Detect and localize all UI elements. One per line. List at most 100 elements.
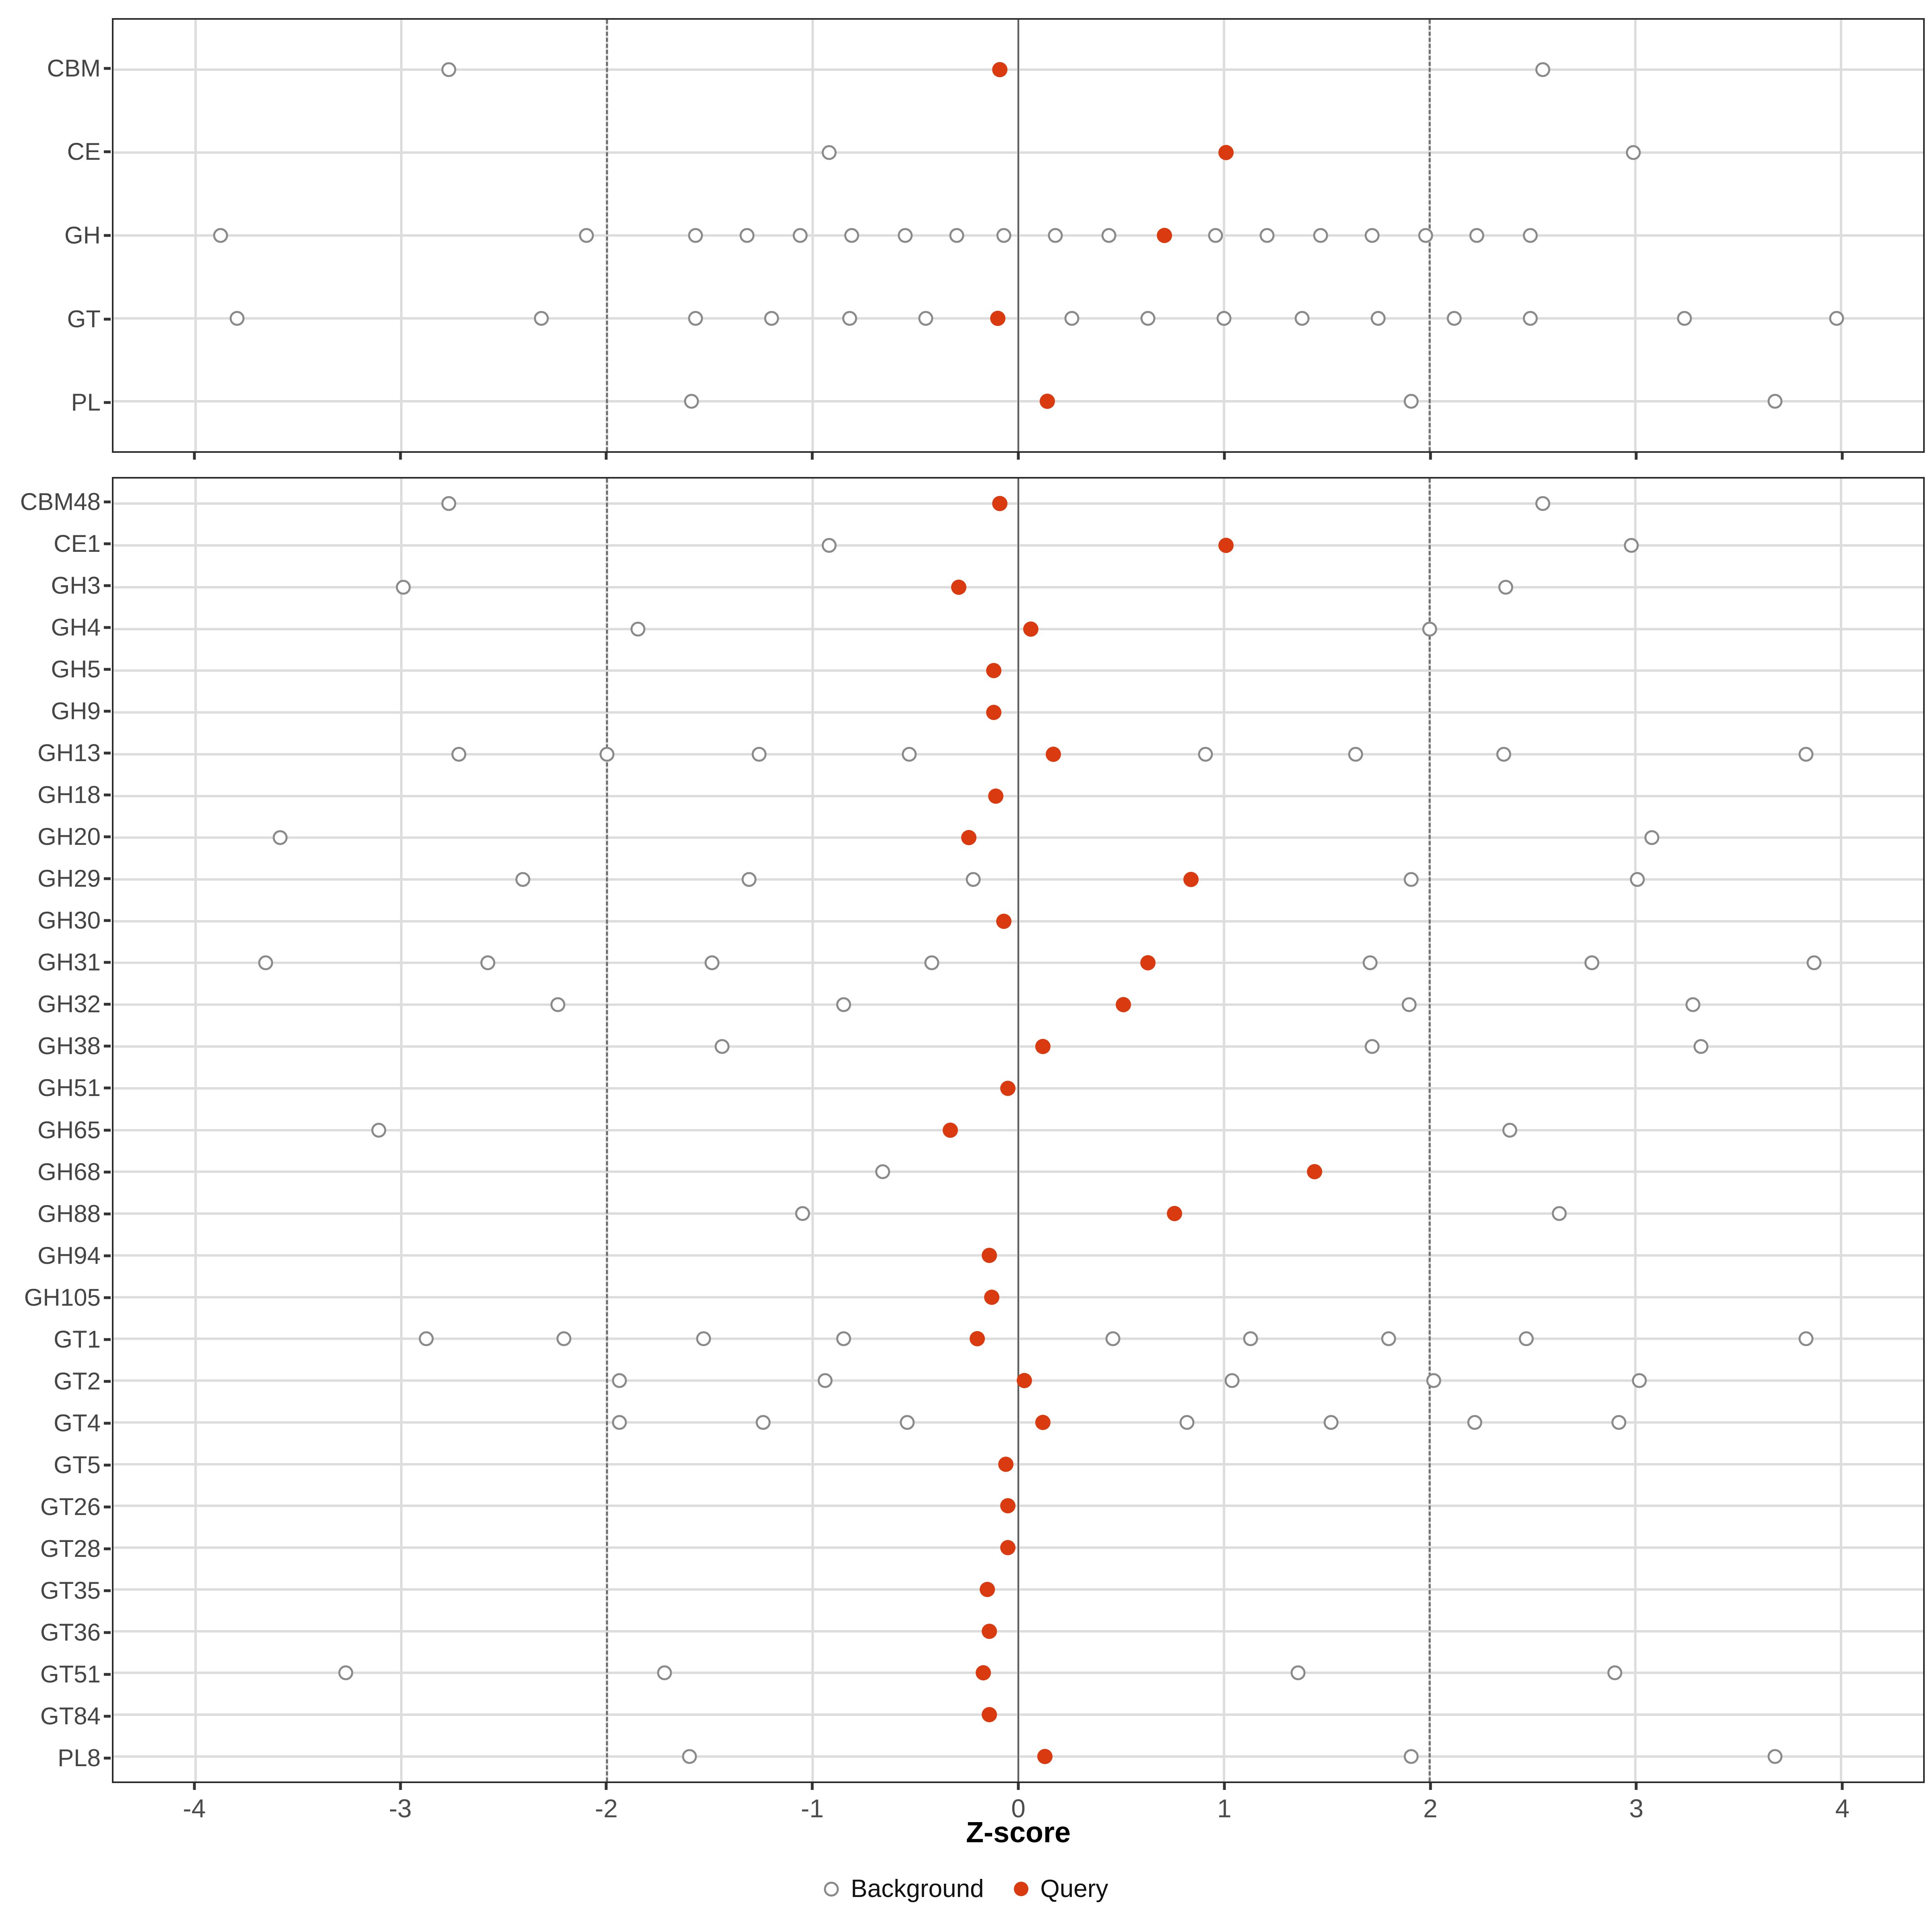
threshold-line-dashed [606, 479, 608, 1781]
y-tick [104, 1380, 111, 1383]
background-point [1364, 1039, 1380, 1054]
background-point [1048, 228, 1063, 243]
category-label: GH5 [51, 656, 101, 683]
y-tick [104, 234, 111, 237]
background-point [844, 228, 859, 243]
background-point [534, 311, 549, 326]
category-label: PL8 [58, 1744, 101, 1771]
x-tick [1635, 1783, 1638, 1790]
background-point [1313, 228, 1328, 243]
category-label: GH32 [37, 991, 101, 1018]
background-point [441, 496, 456, 511]
query-point [1307, 1164, 1322, 1180]
background-point [1418, 228, 1433, 243]
x-tick-label: 3 [1629, 1794, 1644, 1823]
x-tick [1841, 453, 1844, 460]
background-point [1290, 1665, 1306, 1680]
background-point [682, 1749, 697, 1764]
query-point [1115, 997, 1131, 1013]
query-point [982, 1623, 997, 1639]
background-point [338, 1665, 353, 1680]
background-point [898, 228, 913, 243]
background-point [1677, 311, 1692, 326]
y-tick [104, 318, 111, 321]
background-point [630, 621, 646, 636]
x-tick [605, 453, 608, 460]
background-point [396, 580, 411, 595]
background-point [480, 955, 495, 970]
background-point [1535, 496, 1550, 511]
background-point [1259, 228, 1275, 243]
background-point [1243, 1331, 1258, 1346]
query-point [996, 913, 1012, 929]
query-point [1156, 228, 1172, 243]
background-legend-label: Background [850, 1875, 984, 1903]
y-tick [104, 1296, 111, 1299]
background-point [1498, 580, 1513, 595]
category-label: GH88 [37, 1200, 101, 1227]
background-point [1523, 311, 1538, 326]
background-point [550, 997, 566, 1012]
x-tick-label: -2 [594, 1794, 618, 1823]
background-point [1364, 228, 1380, 243]
y-tick [104, 67, 111, 70]
background-point [793, 228, 808, 243]
background-point [902, 747, 917, 762]
x-tick [193, 1783, 196, 1790]
background-point [688, 228, 703, 243]
background-point [1798, 747, 1814, 762]
x-tick-label: 1 [1217, 1794, 1232, 1823]
background-point [1105, 1331, 1121, 1346]
query-point [1218, 144, 1234, 160]
grid-line-x [194, 479, 197, 1781]
background-point [924, 955, 939, 970]
background-point [1611, 1415, 1627, 1430]
background-point [1535, 62, 1550, 77]
query-point [1035, 1039, 1051, 1054]
category-label: GT36 [40, 1618, 101, 1646]
background-point [1294, 311, 1310, 326]
x-tick [811, 1783, 814, 1790]
background-point [1198, 747, 1213, 762]
query-point [992, 62, 1008, 77]
category-label: GH68 [37, 1158, 101, 1185]
background-point [1404, 394, 1419, 409]
background-point [1644, 830, 1660, 845]
background-point [1348, 747, 1363, 762]
background-point [714, 1039, 730, 1054]
background-point [612, 1415, 627, 1430]
zero-line [1018, 479, 1019, 1781]
background-point [441, 62, 456, 77]
query-point [1037, 1748, 1053, 1764]
y-tick [104, 1673, 111, 1676]
background-point [900, 1415, 915, 1430]
y-tick [104, 626, 111, 629]
x-tick-label: 4 [1835, 1794, 1850, 1823]
background-point [1630, 872, 1645, 887]
grid-line-x [1634, 479, 1637, 1781]
y-tick [104, 793, 111, 797]
background-point [213, 228, 228, 243]
background-point-icon [824, 1881, 839, 1897]
x-tick [605, 1783, 608, 1790]
category-label: PL [71, 389, 101, 416]
query-point [1140, 955, 1156, 971]
background-point [836, 997, 851, 1012]
category-label: GT [67, 305, 101, 332]
y-tick [104, 1129, 111, 1131]
category-label: GH4 [51, 614, 101, 641]
y-tick [104, 1044, 111, 1048]
query-point [1023, 621, 1038, 637]
background-point [704, 955, 720, 970]
x-tick-label: 2 [1423, 1794, 1438, 1823]
y-tick [104, 1589, 111, 1592]
category-label: GH65 [37, 1116, 101, 1144]
y-tick [104, 1254, 111, 1257]
background-point [1404, 872, 1419, 887]
y-tick [104, 835, 111, 838]
query-point [1218, 538, 1234, 553]
background-point [1685, 997, 1701, 1012]
background-point [1519, 1331, 1534, 1346]
background-point [1552, 1206, 1567, 1221]
grid-line-x [194, 20, 197, 451]
